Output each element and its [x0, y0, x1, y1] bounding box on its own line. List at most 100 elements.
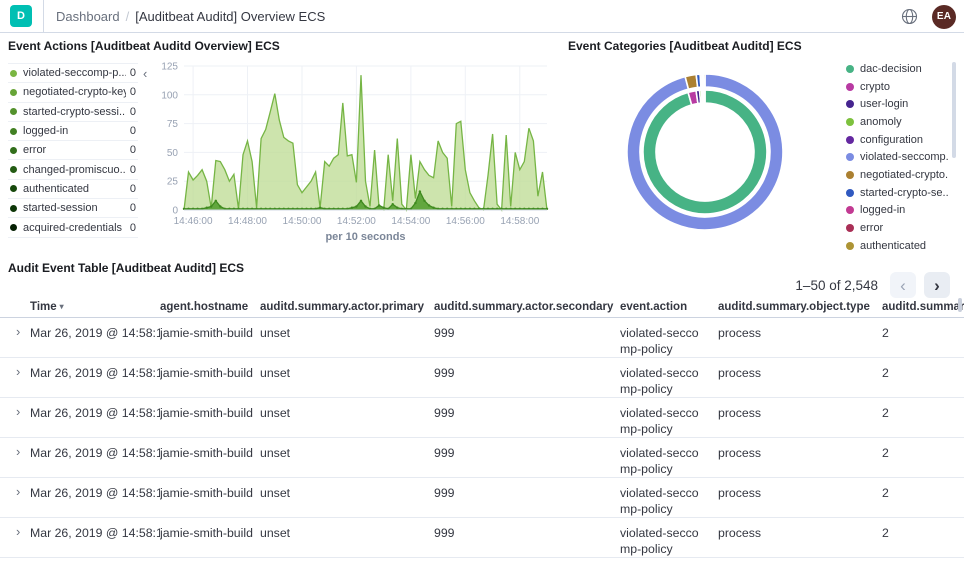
data-point-marker [418, 190, 422, 193]
x-tick-label: 14:50:00 [283, 216, 322, 227]
row-expand-icon[interactable]: › [16, 364, 21, 379]
data-point-marker [273, 207, 276, 210]
breadcrumb[interactable]: Dashboard [56, 8, 120, 24]
legend-item[interactable]: error 0 [8, 141, 138, 161]
app-logo[interactable]: D [10, 5, 32, 27]
data-point-marker [373, 207, 376, 210]
legend-item[interactable]: logged-in [846, 202, 948, 220]
legend-dot-icon [846, 206, 854, 215]
table-body: ›Mar 26, 2019 @ 14:58:15.245jamie-smith-… [0, 318, 964, 558]
data-point-marker [269, 207, 272, 210]
cell-event-action: violated-seccomp-policy [620, 526, 699, 556]
data-point-marker [400, 207, 403, 210]
legend-item[interactable]: authenticated [846, 237, 948, 255]
legend-item-label: anomoly [860, 115, 902, 128]
user-avatar[interactable]: EA [932, 4, 956, 29]
legend-item-value: 0 [129, 125, 136, 138]
legend-item[interactable]: logged-in 0 [8, 122, 138, 142]
legend-item[interactable]: error [846, 219, 948, 237]
table-column-header[interactable]: auditd.summary [882, 300, 964, 313]
pie-slice[interactable] [702, 73, 706, 88]
cell-agent-hostname: jamie-smith-build [160, 486, 253, 500]
legend-item[interactable]: authenticated 0 [8, 180, 138, 200]
table-column-header[interactable]: agent.hostname [160, 300, 249, 313]
data-point-marker [210, 205, 213, 208]
data-point-marker [391, 203, 394, 206]
pagination-prev-button[interactable]: ‹ [890, 272, 916, 298]
data-point-marker [278, 207, 281, 210]
cell-event-action: violated-seccomp-policy [620, 446, 699, 476]
legend-item-value: 0 [129, 202, 136, 215]
data-point-marker [309, 207, 313, 210]
cell-object-type: process [718, 526, 762, 540]
table-column-header[interactable]: Time ▾ [30, 300, 64, 313]
data-point-marker [423, 199, 426, 202]
legend-item[interactable]: crypto [846, 78, 948, 96]
row-expand-icon[interactable]: › [16, 524, 21, 539]
table-column-header[interactable]: auditd.summary.object.type [718, 300, 870, 313]
event-actions-panel-title: Event Actions [Auditbeat Auditd Overview… [8, 39, 280, 53]
legend-item[interactable]: configuration [846, 131, 948, 149]
data-point-marker [346, 207, 349, 210]
x-tick-label: 14:52:00 [337, 216, 376, 227]
pagination-next-button[interactable]: › [924, 272, 950, 298]
row-expand-icon[interactable]: › [16, 404, 21, 419]
legend-item[interactable]: started-crypto-se... [846, 184, 948, 202]
globe-icon[interactable] [900, 8, 918, 26]
legend-item[interactable]: anomoly [846, 113, 948, 131]
data-point-marker [359, 199, 363, 202]
legend-dot-icon [846, 153, 854, 162]
table-scrollbar[interactable] [958, 298, 962, 312]
cell-actor-secondary: 999 [434, 406, 455, 420]
data-point-marker [350, 206, 354, 209]
legend-item-label: violated-seccomp... [860, 151, 948, 164]
data-point-marker [455, 207, 458, 210]
row-expand-icon[interactable]: › [16, 484, 21, 499]
data-point-marker [541, 207, 544, 210]
cell-actor-primary: unset [260, 526, 291, 540]
data-point-marker [241, 207, 245, 210]
table-column-header[interactable]: auditd.summary.actor.primary [260, 300, 425, 313]
legend-dot-icon [10, 127, 17, 135]
y-tick-label: 75 [167, 119, 179, 130]
legend-item[interactable]: negotiated-crypto... [846, 166, 948, 184]
pie-slice[interactable] [703, 89, 706, 104]
event-actions-chart[interactable]: 0 25 50 75 100 125 14:46:00 14:48:00 14:50:00 14:… [150, 56, 555, 246]
legend-scrollbar[interactable] [952, 62, 956, 158]
cell-event-action: violated-seccomp-policy [620, 326, 699, 356]
pie-slice[interactable] [626, 73, 784, 231]
table-column-header[interactable]: event.action [620, 300, 688, 313]
legend-dot-icon [846, 100, 854, 109]
legend-item[interactable]: dac-decision [846, 60, 948, 78]
legend-item-label: dac-decision [860, 62, 922, 75]
legend-item[interactable]: violated-seccomp... [846, 148, 948, 166]
legend-dot-icon [10, 146, 17, 154]
legend-dot-icon [846, 135, 854, 144]
legend-item[interactable]: changed-promiscuo... 0 [8, 160, 138, 180]
data-point-marker [505, 207, 508, 210]
data-point-marker [473, 207, 476, 210]
event-actions-legend: violated-seccomp-p... 0 negotiated-crypto-… [8, 63, 138, 238]
data-point-marker [523, 207, 526, 210]
x-tick-label: 14:56:00 [446, 216, 485, 227]
legend-item[interactable]: started-crypto-sessi... 0 [8, 103, 138, 122]
table-pagination: 1–50 of 2,548 ‹ › [795, 272, 950, 298]
row-expand-icon[interactable]: › [16, 324, 21, 339]
legend-item[interactable]: violated-seccomp-p... 0 [8, 64, 138, 84]
event-categories-chart[interactable] [560, 55, 850, 251]
data-point-marker [527, 207, 531, 210]
legend-item[interactable]: started-session 0 [8, 199, 138, 219]
legend-collapse-icon[interactable]: ‹ [143, 66, 148, 81]
table-column-header[interactable]: auditd.summary.actor.secondary [434, 300, 614, 313]
data-point-marker [323, 207, 326, 210]
data-point-marker [409, 207, 413, 210]
legend-item[interactable]: negotiated-crypto-key 0 [8, 83, 138, 103]
legend-item[interactable]: user-login [846, 95, 948, 113]
legend-item[interactable]: acquired-credentials 0 [8, 218, 138, 238]
legend-item-label: error [23, 144, 47, 157]
data-point-marker [314, 207, 317, 210]
data-point-marker [486, 207, 490, 210]
pie-slice[interactable] [642, 89, 768, 215]
row-expand-icon[interactable]: › [16, 444, 21, 459]
data-point-marker [237, 207, 240, 210]
